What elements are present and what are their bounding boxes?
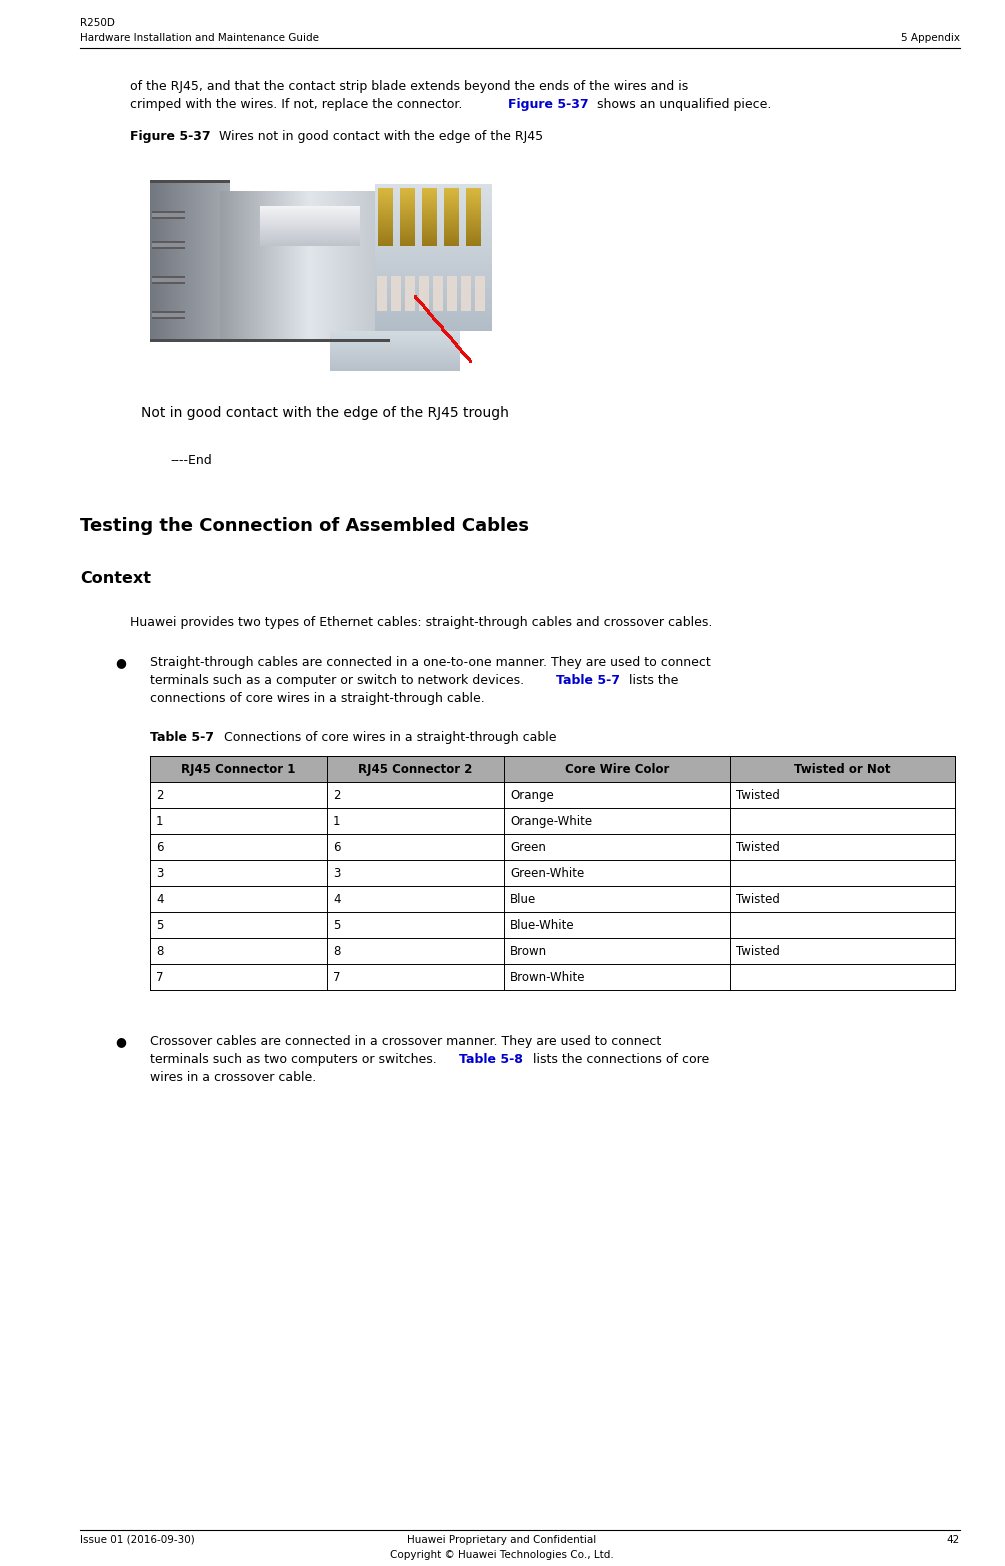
Text: 8: 8 (333, 944, 341, 958)
Text: Blue: Blue (511, 893, 537, 905)
Text: R250D: R250D (80, 17, 115, 28)
Text: Issue 01 (2016-09-30): Issue 01 (2016-09-30) (80, 1535, 195, 1546)
Text: Twisted: Twisted (736, 841, 780, 853)
Polygon shape (150, 835, 955, 860)
Text: Table 5-8: Table 5-8 (459, 1054, 524, 1066)
Text: Huawei provides two types of Ethernet cables: straight-through cables and crosso: Huawei provides two types of Ethernet ca… (130, 615, 713, 630)
Text: 3: 3 (156, 868, 164, 880)
Text: 3: 3 (333, 868, 341, 880)
Text: ----End: ----End (170, 454, 212, 467)
Text: Figure 5-37: Figure 5-37 (509, 99, 589, 111)
Text: crimped with the wires. If not, replace the connector.: crimped with the wires. If not, replace … (130, 99, 466, 111)
Polygon shape (150, 783, 955, 808)
Text: 5 Appendix: 5 Appendix (901, 33, 960, 42)
Text: Connections of core wires in a straight-through cable: Connections of core wires in a straight-… (220, 731, 556, 744)
Text: Orange: Orange (511, 789, 554, 802)
Text: lists the connections of core: lists the connections of core (529, 1054, 710, 1066)
Text: lists the: lists the (625, 673, 678, 686)
Text: 7: 7 (333, 971, 341, 983)
Text: 2: 2 (333, 789, 341, 802)
Text: Twisted: Twisted (736, 789, 780, 802)
Text: 4: 4 (333, 893, 341, 905)
Text: 42: 42 (947, 1535, 960, 1546)
Text: 6: 6 (156, 841, 164, 853)
Text: 2: 2 (156, 789, 164, 802)
Text: Orange-White: Orange-White (511, 814, 592, 828)
Text: Table 5-7: Table 5-7 (556, 673, 620, 686)
Text: terminals such as two computers or switches.: terminals such as two computers or switc… (150, 1054, 441, 1066)
Text: Crossover cables are connected in a crossover manner. They are used to connect: Crossover cables are connected in a cros… (150, 1035, 661, 1048)
Text: Copyright © Huawei Technologies Co., Ltd.: Copyright © Huawei Technologies Co., Ltd… (390, 1550, 614, 1560)
Text: 7: 7 (156, 971, 164, 983)
Polygon shape (150, 965, 955, 990)
Text: Green: Green (511, 841, 546, 853)
Text: Hardware Installation and Maintenance Guide: Hardware Installation and Maintenance Gu… (80, 33, 319, 42)
Text: Figure 5-37: Figure 5-37 (130, 130, 211, 143)
Text: 6: 6 (333, 841, 341, 853)
Text: of the RJ45, and that the contact strip blade extends beyond the ends of the wir: of the RJ45, and that the contact strip … (130, 80, 688, 92)
Text: ●: ● (115, 1035, 126, 1048)
Text: 5: 5 (156, 919, 164, 932)
Text: Twisted: Twisted (736, 893, 780, 905)
Text: Context: Context (80, 572, 151, 586)
Text: ●: ● (115, 656, 126, 669)
Text: 8: 8 (156, 944, 164, 958)
Text: Table 5-7: Table 5-7 (150, 731, 214, 744)
Text: Wires not in good contact with the edge of the RJ45: Wires not in good contact with the edge … (215, 130, 544, 143)
Text: Testing the Connection of Assembled Cables: Testing the Connection of Assembled Cabl… (80, 517, 529, 536)
Text: RJ45 Connector 1: RJ45 Connector 1 (181, 763, 295, 775)
Polygon shape (150, 808, 955, 835)
Text: connections of core wires in a straight-through cable.: connections of core wires in a straight-… (150, 692, 484, 705)
Text: 5: 5 (333, 919, 341, 932)
Text: Core Wire Color: Core Wire Color (565, 763, 669, 775)
Text: terminals such as a computer or switch to network devices.: terminals such as a computer or switch t… (150, 673, 528, 686)
Text: shows an unqualified piece.: shows an unqualified piece. (593, 99, 772, 111)
Text: 1: 1 (156, 814, 164, 828)
Polygon shape (150, 860, 955, 886)
Polygon shape (150, 938, 955, 965)
Text: Blue-White: Blue-White (511, 919, 575, 932)
Polygon shape (150, 756, 955, 783)
Polygon shape (150, 886, 955, 913)
Text: RJ45 Connector 2: RJ45 Connector 2 (359, 763, 472, 775)
Text: Straight-through cables are connected in a one-to-one manner. They are used to c: Straight-through cables are connected in… (150, 656, 711, 669)
Text: Brown: Brown (511, 944, 548, 958)
Text: Brown-White: Brown-White (511, 971, 586, 983)
Text: Green-White: Green-White (511, 868, 585, 880)
Text: 4: 4 (156, 893, 164, 905)
Text: Twisted: Twisted (736, 944, 780, 958)
Polygon shape (150, 913, 955, 938)
Text: Twisted or Not: Twisted or Not (794, 763, 890, 775)
Text: 1: 1 (333, 814, 341, 828)
Text: Not in good contact with the edge of the RJ45 trough: Not in good contact with the edge of the… (141, 406, 509, 420)
Text: Huawei Proprietary and Confidential: Huawei Proprietary and Confidential (407, 1535, 597, 1546)
Text: wires in a crossover cable.: wires in a crossover cable. (150, 1071, 317, 1084)
